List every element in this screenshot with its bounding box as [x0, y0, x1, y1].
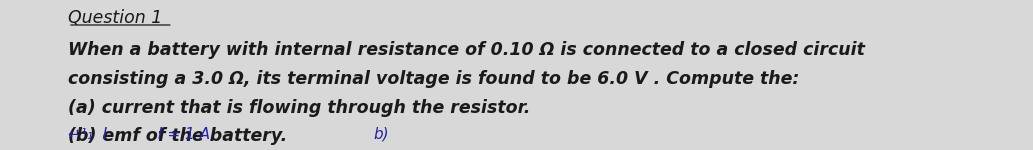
Text: b): b): [374, 127, 389, 142]
Text: I = 1 A: I = 1 A: [158, 127, 210, 142]
Text: Question 1: Question 1: [68, 9, 162, 27]
Text: When a battery with internal resistance of 0.10 Ω is connected to a closed circu: When a battery with internal resistance …: [68, 41, 865, 59]
Text: ↵¹₁  I: ↵¹₁ I: [68, 127, 107, 142]
Text: consisting a 3.0 Ω, its terminal voltage is found to be 6.0 V . Compute the:: consisting a 3.0 Ω, its terminal voltage…: [68, 70, 800, 88]
Text: (b) emf of the battery.: (b) emf of the battery.: [68, 127, 287, 145]
Text: (a) current that is flowing through the resistor.: (a) current that is flowing through the …: [68, 99, 530, 117]
